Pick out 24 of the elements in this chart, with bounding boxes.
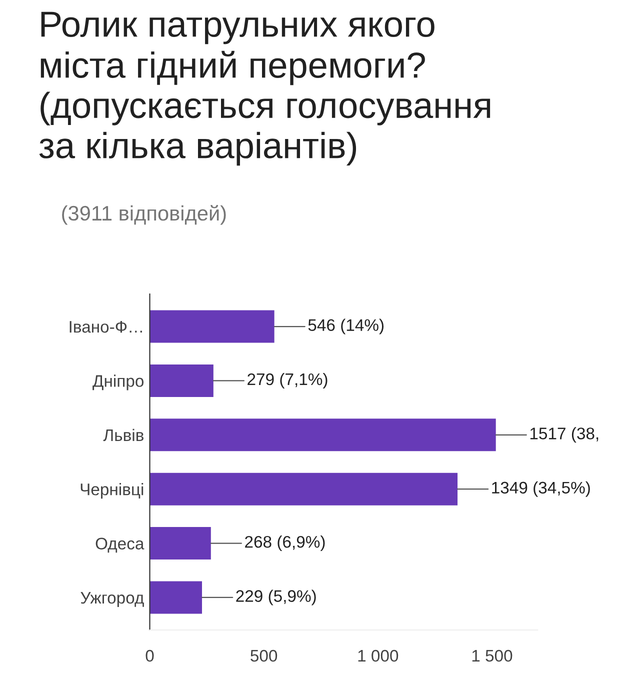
x-tick-label: 0	[146, 650, 154, 662]
bar	[150, 527, 211, 560]
data-label: 229 (5,9%)	[236, 590, 316, 606]
y-tick-label: Чернівці	[80, 483, 144, 499]
bar	[150, 364, 214, 397]
chart-subtitle: (3911 відповідей)	[62, 205, 226, 225]
bar	[150, 418, 496, 452]
y-tick-label: Львів	[103, 428, 144, 442]
y-tick-label: Ужгород	[80, 592, 144, 607]
data-label: 268 (6,9%)	[245, 536, 325, 552]
y-tick-label: Одеса	[96, 538, 144, 553]
x-tick-label: 1 500	[472, 650, 512, 662]
y-tick-label: Дніпро	[92, 374, 144, 390]
chart-title: Ролик патрульних якого міста гідний перемоги? (допускається голосування за кілька варіантів)	[39, 12, 490, 166]
x-tick-label: 500	[250, 650, 278, 662]
data-label: 1349 (34,5%)	[492, 481, 590, 497]
data-label: 1517 (38,	[530, 427, 598, 443]
y-tick-label: Івано-Ф…	[70, 321, 142, 333]
bar	[150, 581, 202, 614]
x-tick-label: 1 000	[358, 650, 398, 662]
data-label: 279 (7,1%)	[248, 372, 328, 388]
bar	[150, 310, 274, 343]
bar	[150, 472, 458, 506]
data-label: 546 (14%)	[308, 318, 384, 334]
